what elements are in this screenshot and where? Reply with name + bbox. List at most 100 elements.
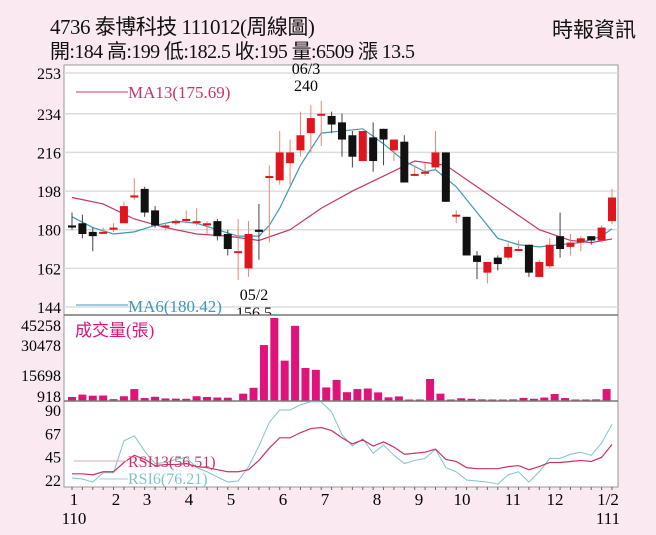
candle-body [203,223,211,226]
candle [213,218,222,241]
candle [514,240,523,252]
candle-body [441,152,450,202]
candle [234,218,243,281]
candle-body [317,113,326,116]
volume-bar [140,398,149,401]
volume-bar [99,395,108,401]
volume-bar [161,398,170,401]
candle [161,223,170,230]
candle-body [109,227,118,230]
x-tick-label: 9 [415,490,424,509]
rsi13-line [72,426,613,476]
volume-bar [192,396,201,401]
candle-body [327,115,336,125]
candle-body [587,236,596,241]
x-tick-label: 7 [321,490,330,509]
volume-bar [436,393,445,401]
candle [369,122,378,172]
candle-body [389,139,398,151]
candle-body [608,197,616,222]
volume-bar [223,397,232,401]
volume-bar [602,389,611,401]
candle [68,212,76,230]
volume-bar [171,398,180,401]
candle-body [213,221,222,237]
candle-body [192,221,201,224]
candle [151,206,160,228]
x-year-label: 110 [62,509,87,528]
volume-bar [426,378,435,401]
volume-bar [109,399,118,401]
volume-bar [249,387,258,401]
candle-body [462,216,471,256]
rsi-plot-area [63,400,619,488]
volume-title: 成交量(張) [75,321,154,340]
candle-body [348,135,357,157]
candle [88,227,97,252]
volume-bar [291,325,300,401]
volume-bar [203,396,211,401]
candle [254,203,263,260]
chart-title: 4736 泰博科技 111012(周線圖) [50,15,315,39]
volume-bar [119,396,128,401]
candle [400,135,409,183]
candle-body [68,225,76,228]
volume-bar [457,398,466,401]
y-tick-label: 234 [37,107,61,124]
candle [109,223,118,232]
candle [358,130,367,162]
candle [348,130,357,168]
rsi6-line [71,401,613,485]
candle [535,259,544,277]
candle [473,251,481,280]
volume-bar [78,394,87,401]
candle-body [535,261,544,277]
candle [452,210,461,224]
candle-body [514,249,523,252]
volume-bar [213,397,222,401]
high-date-annotation: 06/3 [292,61,320,78]
candle [306,105,315,153]
volume-bar [540,397,549,401]
candle-body [234,251,243,254]
volume-panel: 45258 30478 15698 918 成交量(張) [21,314,619,406]
candle [192,208,201,226]
volume-bar [467,398,476,401]
candle [275,130,284,185]
candle [140,186,149,217]
candle-body [338,122,346,140]
candle [566,234,575,256]
candle [389,139,398,162]
x-tick-label: 2 [112,490,121,509]
volume-tick-label: 15698 [21,368,61,385]
ma13-legend: MA13(175.69) [128,83,230,102]
ma6-legend: MA6(180.42) [128,297,222,316]
price-plot-area [63,64,619,316]
candle [327,111,336,134]
candle [223,229,232,256]
volume-tick-label: 45258 [21,318,61,335]
candle-body [88,231,97,237]
volume-bar [68,396,76,401]
candle [99,227,108,235]
y-tick-label: 253 [37,66,61,83]
rsi6-legend: RSI6(76.21) [128,471,208,488]
candle-body [400,141,409,183]
price-panel: 253 234 216 198 180 162 144 MA13(175.69) MA6(180… [37,61,619,322]
volume-bar [270,318,279,401]
x-tick-label: 4 [185,490,194,509]
candle [597,225,606,243]
volume-bar [130,389,139,401]
candle [203,221,211,235]
candle [483,261,492,284]
candle-body [410,173,419,176]
candle [182,210,191,224]
volume-tick-label: 30478 [21,338,61,355]
volume-bar [239,393,248,401]
candle [587,236,596,245]
volume-bar [322,387,331,401]
x-tick-label: 3 [143,490,152,509]
rsi-panel: 90 67 45 22 RSI13(56.51)RSI6(76.21) [45,400,619,490]
